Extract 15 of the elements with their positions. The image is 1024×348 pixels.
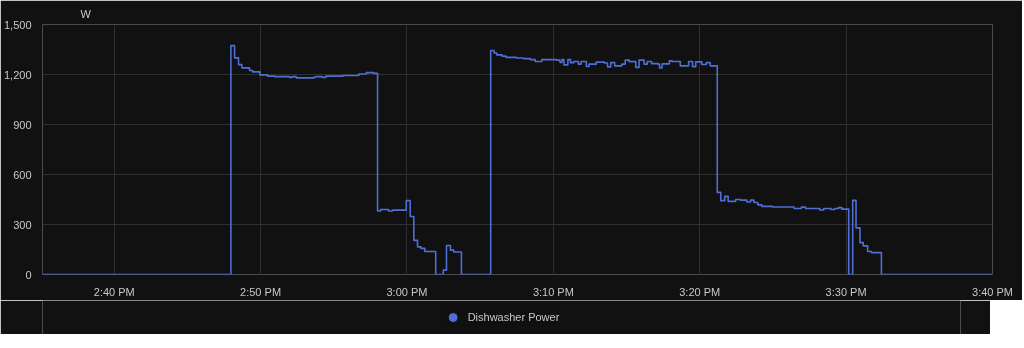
x-tick-label: 2:40 PM [93, 285, 135, 298]
y-tick-label: 600 [13, 168, 32, 181]
y-tick-label: 0 [25, 268, 32, 281]
x-tick-label: 3:00 PM [386, 285, 428, 298]
y-axis-title: W [80, 7, 92, 20]
x-tick-label: 3:10 PM [532, 285, 574, 298]
x-tick-label: 3:30 PM [825, 285, 867, 298]
x-tick-label: 3:40 PM [972, 285, 1013, 298]
legend-label: Dishwasher Power [467, 311, 560, 323]
y-tick-label: 1,500 [3, 18, 32, 31]
y-tick-label: 300 [13, 218, 32, 231]
y-tick-label: 900 [13, 118, 32, 131]
x-tick-label: 2:50 PM [240, 285, 282, 298]
x-tick-label: 3:20 PM [679, 285, 721, 298]
y-tick-label: 1,200 [3, 68, 32, 81]
